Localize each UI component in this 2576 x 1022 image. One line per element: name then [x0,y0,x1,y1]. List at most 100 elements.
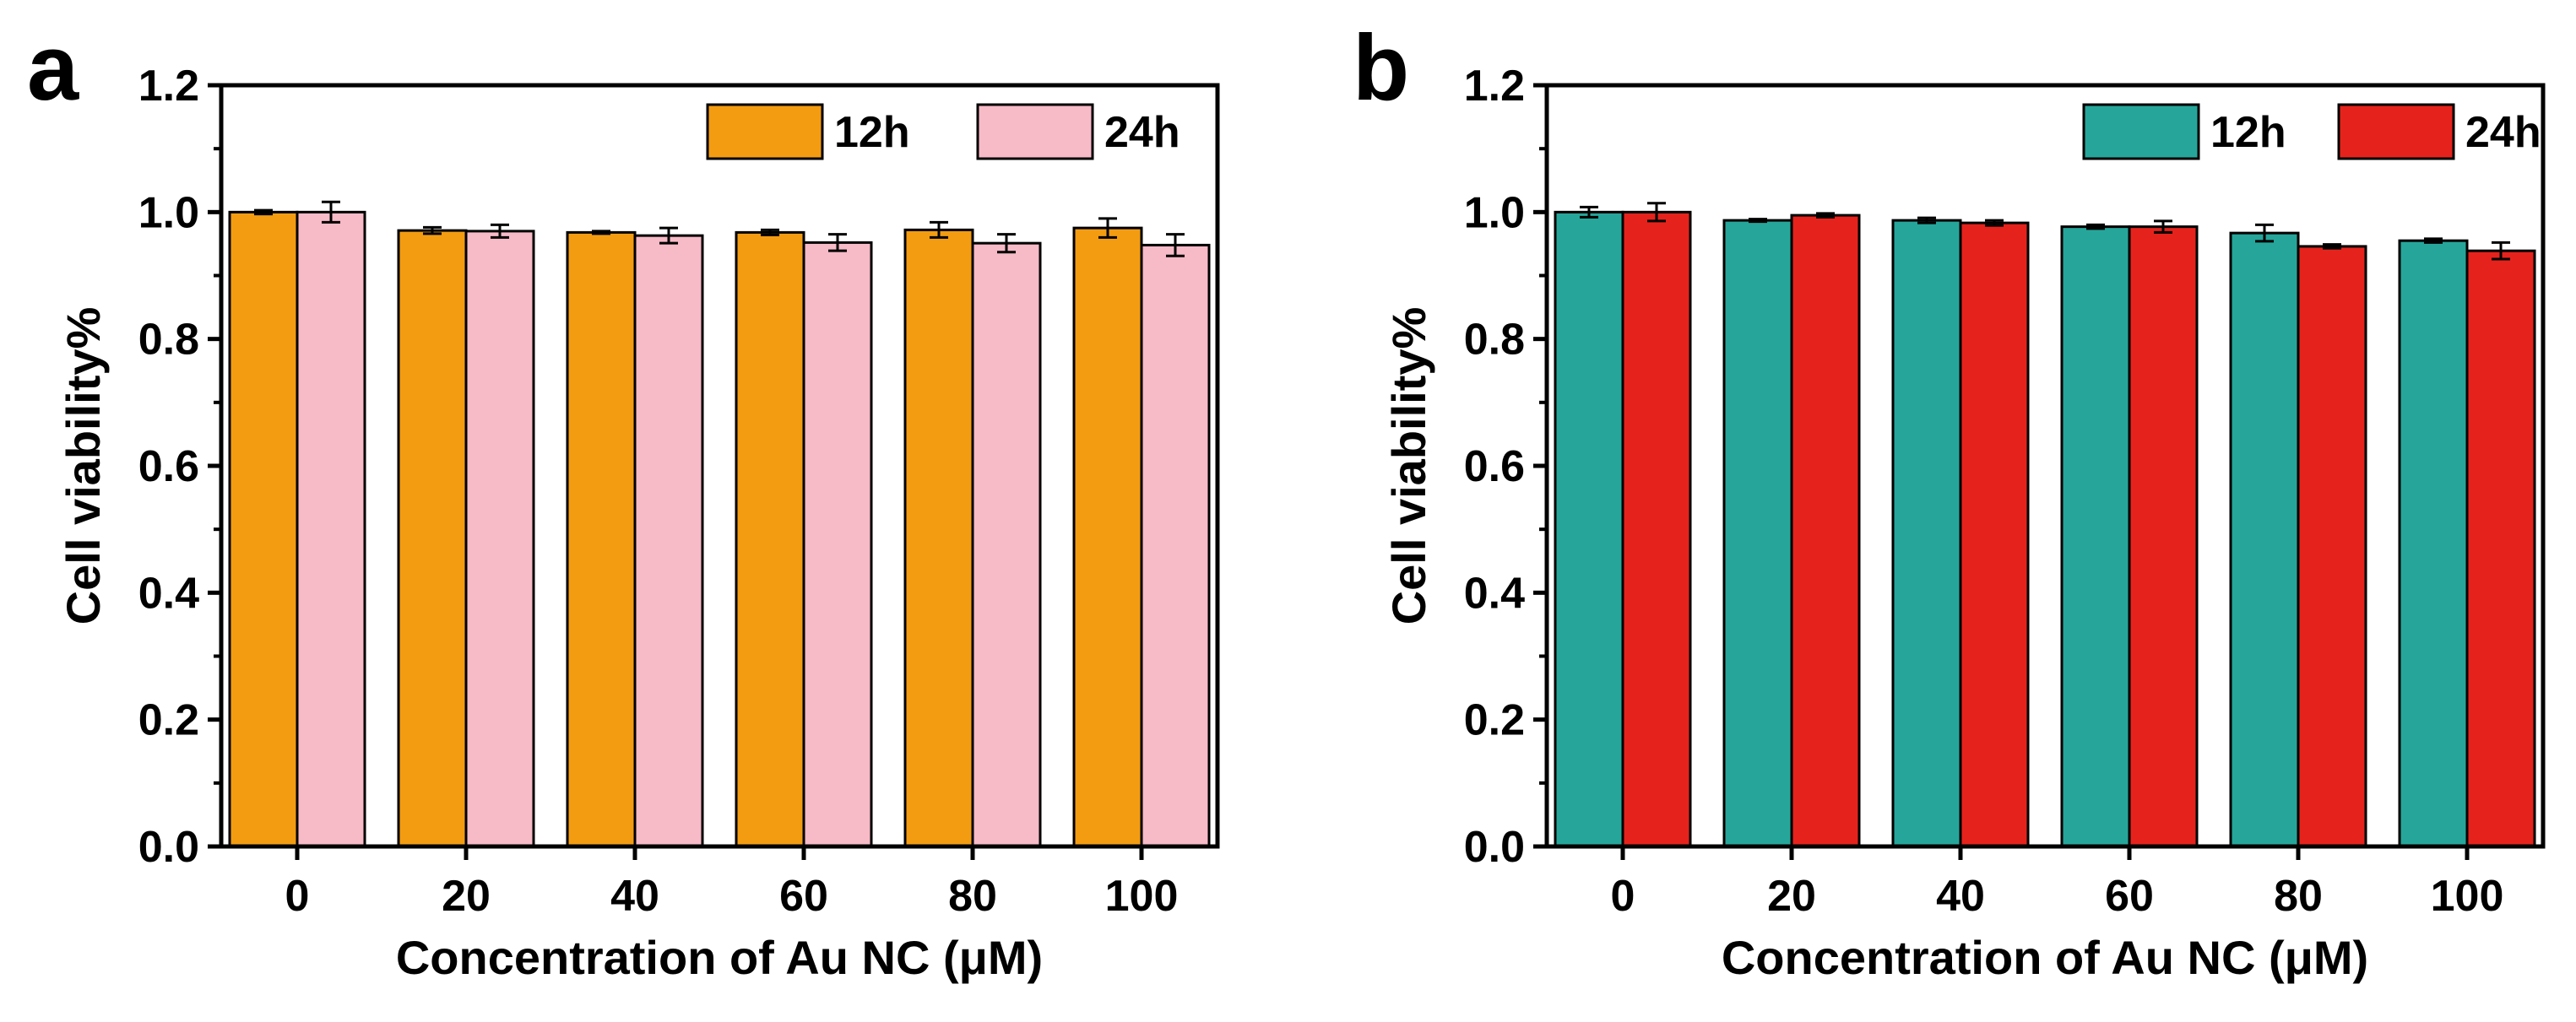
panel-a-error-bar-24h-0 [322,200,340,224]
panel-b-bar-12h-0 [1554,210,1624,848]
panel-a-x-axis: 0 20 40 60 80 100 [285,846,1179,921]
panel-b-legend-label-12h: 12h [2210,108,2286,157]
panel-a-bar-24h-60 [802,241,873,848]
panel-a-bar-12h-40 [566,230,637,848]
panel-b-x-tick-label: 40 [1936,872,1985,921]
panel-a-bar-24h-80 [971,241,1042,848]
panel-a-plot-frame [219,83,1220,849]
panel-b-y-axis: 0.0 0.2 0.4 0.6 0.8 1.0 1.2 [1464,62,1547,872]
panel-a-error-bar-24h-20 [491,223,509,239]
panel-a-error-bar-24h-80 [997,233,1016,254]
panel-b-legend-swatch-12h [2082,103,2200,160]
panel-b-error-bar-24h-40 [1985,219,2004,227]
panel-a-y-tick-label: 0.0 [138,823,199,872]
panel-b-y-tick-label: 0.8 [1464,316,1525,365]
panel-a-y-axis-title: Cell viability% [57,307,110,625]
panel-a-bar-12h-20 [397,229,468,848]
panel-a-legend-swatch-24h [976,103,1094,160]
panel-a-error-bar-12h-40 [592,230,610,235]
panel-a-x-tick-label: 40 [610,872,659,921]
panel-b-y-axis-title: Cell viability% [1382,307,1435,625]
panel-a-bar-24h-40 [633,234,704,848]
panel-b-bar-24h-100 [2465,249,2536,848]
panel-b-y-tick-label: 0.2 [1464,696,1525,745]
panel-b-error-bar-12h-40 [1917,216,1936,224]
panel-b-bar-12h-60 [2060,225,2131,848]
panel-a-legend-label-24h: 24h [1104,108,1180,157]
panel-b-error-bar-24h-20 [1816,212,1835,219]
panel-a-x-tick-label: 20 [442,872,491,921]
panel-b-y-tick-label: 1.2 [1464,62,1525,111]
panel-b-error-bar-24h-80 [2323,243,2341,250]
panel-a-error-bar-24h-60 [828,233,847,252]
panel-b-bar-24h-80 [2297,245,2367,848]
panel-a-x-tick-label: 0 [285,872,310,921]
panel-b-x-tick-label: 0 [1611,872,1635,921]
panel-b-y-tick-label: 0.4 [1464,569,1525,618]
panel-b-error-bar-12h-0 [1580,205,1598,219]
panel-b-error-bar-12h-100 [2424,237,2443,244]
panel-a-bars [228,200,1211,848]
panel-a-y-tick-label: 0.8 [138,316,199,365]
panel-b-error-bar-12h-60 [2086,223,2105,230]
panel-b-x-axis: 0 20 40 60 80 100 [1611,846,2504,921]
panel-b-x-tick-label: 100 [2431,872,2504,921]
panel-a-bar-24h-20 [464,230,535,848]
panel-b-bar-12h-20 [1722,219,1793,848]
panel-b-label: b [1353,16,1409,120]
panel-b: b 0.0 0.2 0.4 0.6 0.8 1.0 1.2 0 20 40 60 80 100 12h… [1353,16,2546,984]
panel-a: a 0.0 0.2 0.4 0.6 0.8 1.0 1.2 0 20 40 60 80 100 12h… [27,16,1220,984]
panel-b-error-bar-12h-80 [2255,223,2274,243]
panel-b-plot-frame [1544,83,2546,849]
panel-b-error-bar-24h-0 [1647,202,1666,223]
panel-a-y-axis: 0.0 0.2 0.4 0.6 0.8 1.0 1.2 [138,62,221,872]
panel-b-legend: 12h 24h [2082,103,2541,160]
panel-a-label: a [27,16,79,120]
panel-a-y-tick-label: 0.2 [138,696,199,745]
panel-b-y-tick-label: 0.6 [1464,442,1525,491]
panel-b-bar-24h-20 [1790,214,1861,848]
panel-b-bar-24h-60 [2128,225,2199,848]
panel-a-bar-12h-0 [228,210,299,848]
panel-a-y-tick-label: 0.6 [138,442,199,491]
panel-a-error-bar-12h-60 [761,228,779,236]
panel-a-bar-24h-0 [296,210,366,848]
panel-a-error-bar-12h-0 [254,208,273,216]
panel-a-legend-label-12h: 12h [834,108,910,157]
panel-a-x-tick-label: 60 [779,872,828,921]
panel-b-bar-24h-0 [1621,210,1692,848]
panel-a-error-bar-12h-20 [423,225,442,235]
panel-b-error-bar-24h-100 [2492,241,2510,261]
panel-b-x-tick-label: 60 [2105,872,2154,921]
panel-a-y-tick-label: 1.2 [138,62,199,111]
panel-a-bar-24h-100 [1140,243,1211,848]
panel-a-error-bar-24h-100 [1166,233,1185,257]
panel-b-bar-12h-100 [2398,239,2469,848]
panel-a-y-tick-label: 1.0 [138,188,199,237]
panel-b-legend-label-24h: 24h [2465,108,2541,157]
panel-a-x-tick-label: 80 [948,872,997,921]
panel-a-legend-swatch-12h [706,103,824,160]
panel-a-x-axis-title: Concentration of Au NC (μM) [396,931,1043,984]
panel-a-error-bar-12h-100 [1098,217,1117,239]
panel-b-error-bar-24h-60 [2154,219,2172,234]
panel-a-bar-12h-80 [903,228,974,848]
panel-b-legend-swatch-24h [2337,103,2455,160]
panel-b-x-tick-label: 20 [1767,872,1816,921]
panel-b-y-tick-label: 0.0 [1464,823,1525,872]
panel-a-error-bar-24h-40 [659,226,678,245]
panel-b-x-axis-title: Concentration of Au NC (μM) [1722,931,2368,984]
panel-b-bar-12h-40 [1891,219,1962,848]
panel-a-bar-12h-100 [1072,226,1143,848]
panel-b-bar-12h-80 [2229,231,2300,848]
panel-b-y-tick-label: 1.0 [1464,188,1525,237]
panel-a-error-bar-12h-80 [930,220,948,239]
panel-b-error-bar-12h-20 [1749,218,1767,224]
panel-a-y-tick-label: 0.4 [138,569,199,618]
panel-b-x-tick-label: 80 [2274,872,2323,921]
panel-a-x-tick-label: 100 [1105,872,1179,921]
panel-a-legend: 12h 24h [706,103,1180,160]
panel-b-bars [1554,202,2536,848]
panel-b-bar-24h-40 [1959,221,2030,848]
